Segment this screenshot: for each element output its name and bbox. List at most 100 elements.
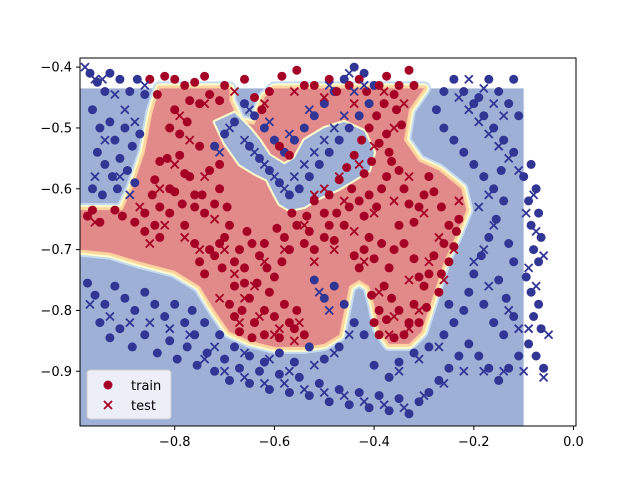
train-point-blue bbox=[299, 123, 309, 133]
train-point-red bbox=[205, 245, 215, 255]
train-point-red bbox=[277, 71, 287, 81]
test-point-blue bbox=[474, 202, 484, 212]
train-point-red bbox=[392, 105, 401, 115]
test-point-red bbox=[404, 275, 414, 285]
test-point-red bbox=[454, 196, 464, 206]
train-point-blue bbox=[501, 293, 511, 303]
train-point-red bbox=[269, 272, 279, 282]
train-point-red bbox=[162, 153, 172, 163]
train-point-blue bbox=[529, 245, 539, 255]
train-point-blue bbox=[504, 239, 514, 248]
train-point-blue bbox=[319, 354, 329, 364]
train-point-red bbox=[374, 330, 384, 340]
y-axis: −0.4 −0.5 −0.6 −0.7 −0.8 −0.9 bbox=[40, 61, 80, 380]
train-point-blue bbox=[504, 99, 514, 109]
train-point-red bbox=[155, 156, 165, 166]
test-point-red bbox=[90, 217, 100, 227]
test-point-red bbox=[434, 232, 444, 243]
train-point-red bbox=[419, 281, 429, 291]
test-point-blue bbox=[528, 190, 539, 200]
test-point-blue bbox=[464, 74, 474, 84]
test-point-blue bbox=[115, 171, 125, 182]
train-point-red bbox=[334, 175, 344, 185]
train-point-blue bbox=[524, 339, 534, 349]
train-point-red bbox=[264, 287, 274, 297]
test-point-blue bbox=[499, 111, 509, 121]
train-point-red bbox=[287, 208, 297, 218]
train-point-blue bbox=[424, 388, 434, 397]
train-point-red bbox=[389, 90, 399, 99]
train-point-red bbox=[409, 217, 419, 227]
train-point-blue bbox=[220, 354, 230, 364]
test-point-blue bbox=[120, 105, 130, 115]
test-point-blue bbox=[489, 98, 499, 109]
train-point-red bbox=[387, 293, 397, 303]
test-point-blue bbox=[519, 366, 529, 376]
test-point-red bbox=[414, 305, 424, 316]
train-point-red bbox=[302, 211, 312, 221]
train-point-red bbox=[382, 315, 392, 325]
train-point-blue bbox=[449, 318, 459, 328]
train-point-blue bbox=[369, 360, 379, 370]
test-point-blue bbox=[309, 147, 319, 157]
train-point-red bbox=[399, 239, 409, 248]
test-point-red bbox=[419, 208, 429, 218]
test-point-blue bbox=[269, 171, 280, 182]
train-point-blue bbox=[92, 147, 102, 157]
test-point-red bbox=[294, 317, 304, 328]
train-point-blue bbox=[132, 74, 142, 84]
train-point-red bbox=[190, 190, 200, 200]
test-point-blue bbox=[299, 159, 309, 170]
test-point-blue bbox=[309, 360, 319, 370]
train-point-blue bbox=[469, 269, 479, 279]
train-point-blue bbox=[489, 318, 499, 328]
test-point-red bbox=[309, 257, 319, 267]
train-point-red bbox=[394, 166, 404, 175]
test-point-red bbox=[219, 244, 230, 255]
test-point-blue bbox=[165, 324, 175, 334]
train-point-red bbox=[235, 245, 244, 255]
x-tick-label: −0.8 bbox=[159, 435, 191, 450]
train-point-blue bbox=[90, 290, 100, 300]
train-point-blue bbox=[504, 363, 514, 373]
train-point-blue bbox=[491, 214, 501, 224]
train-point-red bbox=[225, 220, 234, 230]
train-point-blue bbox=[289, 357, 299, 367]
train-point-red bbox=[210, 251, 220, 261]
plot-area bbox=[80, 58, 576, 426]
test-point-blue bbox=[543, 330, 554, 340]
test-point-blue bbox=[264, 354, 275, 364]
test-point-blue bbox=[514, 324, 524, 334]
train-point-blue bbox=[200, 318, 210, 328]
train-point-blue bbox=[235, 363, 244, 373]
train-point-blue bbox=[526, 159, 536, 169]
train-point-blue bbox=[83, 278, 92, 288]
test-point-red bbox=[249, 281, 260, 291]
test-point-blue bbox=[239, 348, 250, 358]
train-point-red bbox=[382, 71, 392, 81]
train-point-blue bbox=[152, 348, 162, 358]
train-point-red bbox=[299, 80, 309, 90]
test-point-blue bbox=[80, 62, 90, 72]
train-point-red bbox=[205, 90, 215, 99]
train-point-red bbox=[257, 105, 267, 115]
train-point-blue bbox=[344, 400, 354, 410]
y-tick-label: −0.8 bbox=[40, 304, 72, 319]
train-point-red bbox=[200, 71, 210, 81]
train-point-blue bbox=[494, 375, 504, 385]
test-point-blue bbox=[219, 366, 230, 376]
train-point-blue bbox=[127, 141, 137, 151]
train-point-red bbox=[110, 205, 120, 215]
test-point-blue bbox=[90, 171, 100, 182]
test-point-red bbox=[254, 311, 265, 322]
train-point-blue bbox=[187, 305, 197, 315]
train-point-red bbox=[230, 257, 239, 267]
train-point-red bbox=[359, 169, 369, 179]
test-point-blue bbox=[249, 147, 260, 157]
test-point-blue bbox=[209, 342, 220, 352]
train-point-blue bbox=[294, 372, 304, 382]
test-point-blue bbox=[125, 317, 135, 328]
train-point-blue bbox=[469, 159, 479, 169]
test-point-blue bbox=[140, 80, 150, 91]
